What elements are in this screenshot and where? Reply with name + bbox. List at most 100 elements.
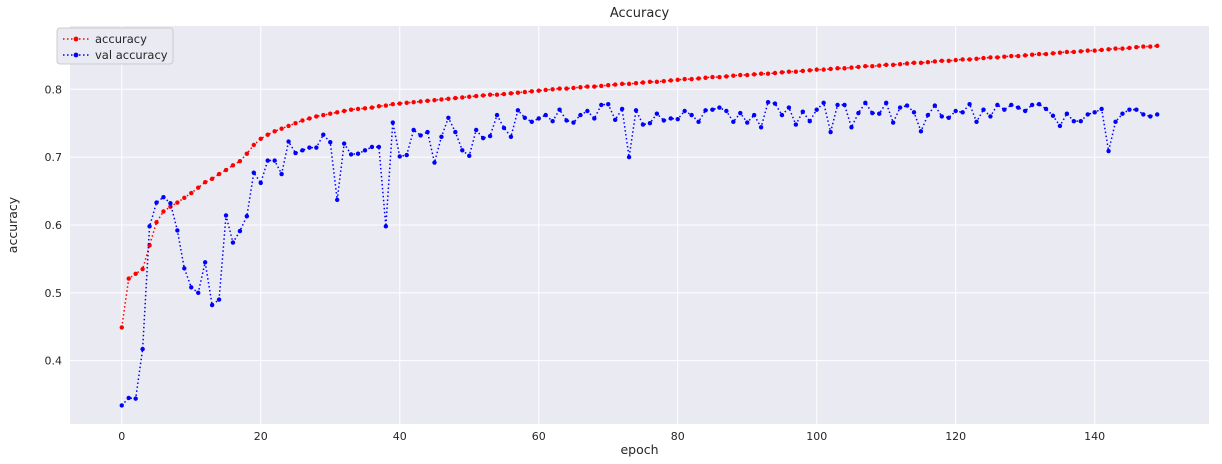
data-point — [842, 102, 847, 108]
data-point — [1016, 105, 1021, 110]
data-point — [911, 110, 917, 115]
data-point — [765, 99, 771, 105]
data-point — [828, 129, 833, 135]
data-point — [578, 85, 583, 90]
data-point — [216, 171, 222, 177]
data-point — [251, 142, 257, 148]
data-point — [119, 325, 124, 330]
data-point — [154, 200, 159, 205]
data-point — [501, 91, 507, 97]
data-point — [480, 135, 486, 141]
data-point — [335, 197, 340, 203]
data-point — [675, 77, 680, 82]
data-point — [710, 74, 715, 80]
data-point — [745, 120, 750, 125]
data-point — [856, 110, 861, 116]
data-point — [738, 110, 743, 116]
data-point — [272, 129, 277, 134]
legend-label: val accuracy — [95, 48, 168, 62]
data-point — [258, 180, 263, 186]
data-point — [508, 134, 514, 139]
data-point — [571, 120, 576, 125]
data-point — [793, 122, 799, 127]
data-point — [585, 84, 590, 89]
data-point — [223, 167, 229, 173]
data-point — [800, 68, 806, 74]
data-point — [592, 84, 597, 89]
data-point — [682, 76, 687, 82]
x-tick-label: 100 — [806, 430, 827, 443]
data-point — [1155, 112, 1160, 117]
series-layer — [119, 43, 1160, 408]
data-point — [571, 85, 576, 91]
data-point — [1092, 48, 1097, 53]
data-point — [293, 121, 298, 126]
legend-box — [56, 27, 174, 65]
data-point — [640, 122, 646, 127]
data-point — [501, 125, 507, 131]
data-point — [1134, 107, 1139, 112]
data-point — [1002, 107, 1007, 112]
data-point — [772, 70, 778, 76]
data-point — [668, 116, 673, 121]
data-point — [557, 86, 562, 91]
data-point — [1022, 108, 1028, 114]
data-point — [175, 228, 180, 233]
data-point — [918, 129, 924, 134]
data-point — [376, 144, 382, 150]
data-point — [890, 120, 896, 125]
data-point — [661, 78, 667, 84]
data-point — [946, 115, 951, 120]
data-point — [161, 209, 166, 214]
data-point — [870, 64, 875, 69]
data-point — [689, 76, 694, 82]
data-point — [807, 118, 812, 124]
data-point — [480, 93, 486, 98]
data-point — [633, 108, 639, 113]
data-point — [904, 103, 910, 108]
data-point — [1113, 119, 1118, 125]
data-point — [383, 103, 389, 108]
data-point — [1099, 106, 1104, 112]
data-point — [974, 56, 979, 61]
data-point — [202, 260, 208, 265]
data-point — [1057, 123, 1063, 129]
x-tick-label: 0 — [118, 430, 125, 443]
data-point — [779, 70, 785, 75]
data-point — [897, 61, 903, 67]
data-point — [606, 83, 611, 88]
grid — [70, 26, 1209, 424]
data-point — [835, 102, 840, 108]
legend-swatch-marker — [73, 52, 79, 58]
data-point — [932, 103, 938, 108]
data-point — [446, 115, 451, 120]
chart-title: Accuracy — [610, 6, 670, 21]
data-point — [321, 132, 326, 137]
data-point — [404, 152, 409, 158]
data-point — [1057, 50, 1063, 55]
data-point — [300, 118, 305, 123]
data-point — [161, 194, 166, 200]
data-point — [1099, 47, 1104, 53]
data-point — [321, 112, 326, 118]
data-point — [397, 154, 402, 159]
data-point — [835, 66, 840, 71]
data-point — [1106, 47, 1111, 52]
data-point — [515, 90, 521, 95]
data-point — [494, 112, 500, 118]
data-point — [946, 58, 951, 63]
data-point — [265, 132, 270, 137]
x-tick-label: 140 — [1084, 430, 1105, 443]
data-point — [710, 107, 715, 112]
data-point — [814, 67, 819, 72]
y-tick-label: 0.6 — [45, 219, 63, 232]
data-point — [717, 74, 722, 80]
data-point — [133, 396, 138, 401]
data-point — [355, 106, 361, 112]
legend-item: val accuracy — [63, 48, 168, 62]
data-point — [543, 112, 548, 118]
data-point — [397, 101, 402, 106]
data-point — [383, 224, 389, 229]
data-point — [390, 120, 395, 125]
y-tick-label: 0.7 — [45, 151, 63, 164]
